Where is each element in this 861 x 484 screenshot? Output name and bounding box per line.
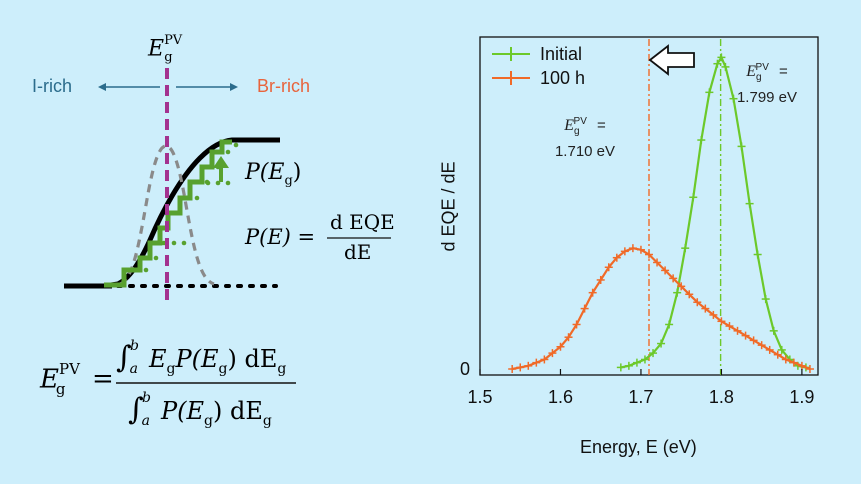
- data-point: [588, 288, 597, 297]
- data-point: [628, 244, 637, 253]
- y-axis-label: d EQE / dE: [438, 161, 459, 252]
- data-point: [657, 339, 666, 348]
- data-point: [765, 345, 774, 354]
- y-tick-label: 0: [460, 359, 470, 379]
- formula-equals: =: [92, 364, 114, 394]
- x-tick-label: 1.5: [467, 387, 492, 407]
- data-point: [745, 199, 754, 208]
- legend-initial: Initial: [540, 44, 583, 64]
- data-point: [701, 304, 710, 313]
- data-point: [604, 263, 613, 272]
- i-rich-label: I-rich: [32, 76, 72, 96]
- data-point: [773, 350, 782, 359]
- x-axis-label: Energy, E (eV): [580, 437, 697, 457]
- data-point: [669, 274, 678, 283]
- x-tick-label: 1.7: [628, 387, 653, 407]
- data-point: [805, 365, 814, 373]
- series-line-1: [511, 247, 811, 371]
- gaussian-dashed: [119, 144, 215, 286]
- shift-left-arrow-icon: [648, 44, 695, 76]
- data-point: [665, 320, 674, 329]
- pe-numerator: d EQE: [330, 210, 395, 234]
- data-point: [741, 331, 750, 340]
- pe-denominator: dE: [344, 240, 372, 264]
- step-function: [104, 139, 232, 288]
- data-point: [624, 361, 633, 370]
- br-rich-label: Br-rich: [257, 76, 310, 96]
- data-point: [556, 342, 565, 351]
- data-point: [540, 355, 549, 364]
- data-point: [616, 363, 625, 372]
- formula-numerator: ∫ab EgP(Eg) dEg: [116, 338, 287, 377]
- data-point: [753, 250, 762, 259]
- data-point: [797, 361, 806, 370]
- data-point: [620, 247, 629, 256]
- data-point: [580, 304, 589, 313]
- data-point: [717, 317, 726, 326]
- data-point: [564, 333, 573, 342]
- eg-annotation-100h: EgPV = 1.710 eV: [554, 116, 616, 160]
- data-point: [612, 253, 621, 262]
- data-point: [697, 136, 706, 145]
- data-point: [524, 361, 533, 370]
- data-point: [636, 245, 645, 254]
- data-point: [757, 341, 766, 350]
- data-point: [681, 244, 690, 253]
- formula-lhs: EPVg: [40, 360, 80, 398]
- data-point: [749, 336, 758, 345]
- up-arrow-icon: [213, 156, 229, 182]
- data-point: [705, 88, 714, 97]
- data-point: [693, 298, 702, 307]
- eg-annotation-initial: EgPV = 1.799 eV: [736, 62, 798, 106]
- data-point: [733, 326, 742, 335]
- data-point: [645, 250, 653, 259]
- data-point: [781, 355, 790, 364]
- data-point: [789, 358, 798, 367]
- data-point: [508, 365, 517, 373]
- data-point: [548, 349, 557, 358]
- legend-100h: 100 h: [540, 68, 586, 88]
- data-point: [709, 310, 718, 319]
- data-point: [572, 320, 581, 329]
- formula-denominator: ∫ab P(Eg) dEg: [128, 390, 272, 429]
- x-tick-label: 1.6: [548, 387, 573, 407]
- data-point: [777, 345, 786, 354]
- data-point: [632, 358, 641, 367]
- data-point: [532, 358, 541, 367]
- data-point: [653, 258, 662, 267]
- data-point: [737, 142, 746, 151]
- data-point: [689, 193, 698, 202]
- direction-arrows: [98, 83, 238, 91]
- data-point: [725, 322, 734, 331]
- data-point: [673, 288, 682, 297]
- pe-lhs: P(E) =: [245, 225, 316, 249]
- data-point: [640, 355, 649, 364]
- data-point: [761, 295, 770, 304]
- eg-top-label: EPVg: [148, 33, 183, 65]
- data-point: [649, 349, 658, 358]
- x-tick-label: 1.9: [789, 387, 814, 407]
- p-eg-label: P(Eg): [245, 160, 302, 189]
- data-point: [717, 53, 726, 62]
- data-point: [713, 59, 722, 68]
- data-point: [729, 94, 738, 103]
- data-point: [677, 282, 686, 291]
- data-point: [769, 326, 778, 335]
- data-point: [685, 290, 694, 299]
- legend: [492, 47, 530, 85]
- data-point: [661, 266, 670, 275]
- data-point: [721, 62, 730, 71]
- data-point: [596, 275, 605, 284]
- data-point: [516, 363, 525, 372]
- x-tick-label: 1.8: [709, 387, 734, 407]
